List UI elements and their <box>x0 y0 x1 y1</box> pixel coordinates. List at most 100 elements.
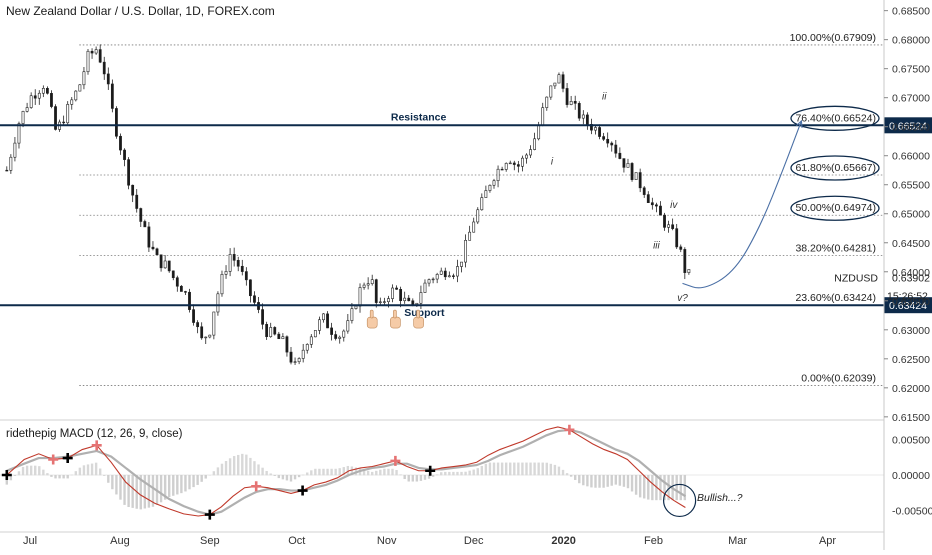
candle-body <box>639 173 641 188</box>
macd-histogram-bar <box>38 466 40 475</box>
y-tick-label: 0.66500 <box>892 122 930 134</box>
candle-body <box>225 271 227 274</box>
macd-histogram-bar <box>619 475 621 486</box>
candle-body <box>148 227 150 247</box>
candle-body <box>412 301 414 305</box>
macd-cross-black <box>298 486 308 496</box>
x-tick-label: Aug <box>110 535 130 547</box>
candle-body <box>38 93 40 98</box>
candle-body <box>615 145 617 153</box>
macd-histogram-bar <box>574 475 576 480</box>
macd-histogram-bar <box>606 475 608 487</box>
macd-histogram-bar <box>192 475 194 487</box>
x-tick-label: Oct <box>288 535 305 547</box>
macd-histogram-bar <box>261 468 263 476</box>
candle-body <box>574 101 576 103</box>
macd-histogram-bar <box>477 468 479 475</box>
candle-body <box>562 75 564 89</box>
macd-histogram-bar <box>30 466 32 476</box>
macd-histogram-bar <box>160 475 162 502</box>
candle-body <box>335 335 337 339</box>
candle-body <box>201 327 203 338</box>
candle-body <box>404 298 406 301</box>
macd-histogram-bar <box>205 475 207 479</box>
y-tick-label: 0.62000 <box>892 383 930 395</box>
candle-body <box>525 155 527 158</box>
candle-body <box>188 292 190 309</box>
candle-body <box>607 139 609 143</box>
macd-histogram-bar <box>42 470 44 476</box>
fib-label: 61.80%(0.65667) <box>795 162 876 174</box>
candle-body <box>440 271 442 274</box>
macd-histogram-bar <box>107 475 109 483</box>
candle-body <box>282 337 284 339</box>
candle-body <box>481 198 483 210</box>
candle-body <box>627 163 629 167</box>
macd-histogram-bar <box>213 471 215 475</box>
candle-body <box>534 139 536 150</box>
candle-body <box>140 208 142 221</box>
macd-histogram-bar <box>525 463 527 476</box>
candle-body <box>688 270 690 273</box>
fib-label: 50.00%(0.64974) <box>795 202 876 214</box>
candle-body <box>42 88 44 93</box>
macd-title: ridethepig MACD (12, 26, 9, close) <box>6 428 182 440</box>
macd-histogram-bar <box>168 475 170 497</box>
candle-body <box>314 330 316 336</box>
candle-body <box>513 163 515 165</box>
macd-histogram-bar <box>473 470 475 476</box>
candle-body <box>144 221 146 226</box>
macd-histogram-bar <box>631 475 633 491</box>
candle-body <box>473 222 475 232</box>
macd-tick-label: -0.00500 <box>892 505 932 517</box>
candle-body <box>538 125 540 139</box>
candle-body <box>566 88 568 104</box>
candle-body <box>667 225 669 228</box>
candle-body <box>477 210 479 222</box>
candle-body <box>400 289 402 300</box>
candle-body <box>489 185 491 190</box>
candle-body <box>359 287 361 306</box>
candle-body <box>34 96 36 98</box>
candle-body <box>322 314 324 320</box>
candle-body <box>83 72 85 85</box>
macd-histogram-bar <box>635 475 637 495</box>
candle-body <box>631 163 633 179</box>
candle-body <box>395 288 397 289</box>
macd-histogram-bar <box>91 464 93 476</box>
macd-histogram-bar <box>436 474 438 475</box>
countdown: 15:26:52 <box>887 290 928 302</box>
macd-histogram-bar <box>468 471 470 476</box>
y-tick-label: 0.64500 <box>892 238 930 250</box>
candle-body <box>79 85 81 91</box>
candle-body <box>651 203 653 205</box>
candle-body <box>156 249 158 255</box>
candle-body <box>460 262 462 266</box>
macd-histogram-bar <box>578 475 580 483</box>
macd-histogram-bar <box>26 466 28 476</box>
candle-body <box>290 352 292 362</box>
macd-histogram-bar <box>322 469 324 476</box>
hand-finger <box>370 310 373 318</box>
macd-histogram-bar <box>298 475 300 477</box>
candles <box>6 44 690 365</box>
macd-histogram-bar <box>14 475 16 476</box>
candle-body <box>379 302 381 303</box>
macd-cross-black <box>205 510 215 520</box>
candle-body <box>647 195 649 203</box>
candle-body <box>229 254 231 271</box>
hand-palm <box>367 317 377 328</box>
candle-body <box>428 280 430 283</box>
candle-body <box>501 169 503 170</box>
macd-histogram-bar <box>270 473 272 475</box>
macd-histogram-bar <box>326 469 328 476</box>
pointing-hand-icon <box>367 310 377 328</box>
macd-histogram-bar <box>282 475 284 479</box>
macd-histogram-bar <box>537 463 539 476</box>
macd-histogram-bar <box>501 463 503 476</box>
candle-body <box>611 143 613 145</box>
macd-histogram-bar <box>395 470 397 475</box>
candle-body <box>184 291 186 292</box>
wave-label: ii <box>602 91 607 102</box>
